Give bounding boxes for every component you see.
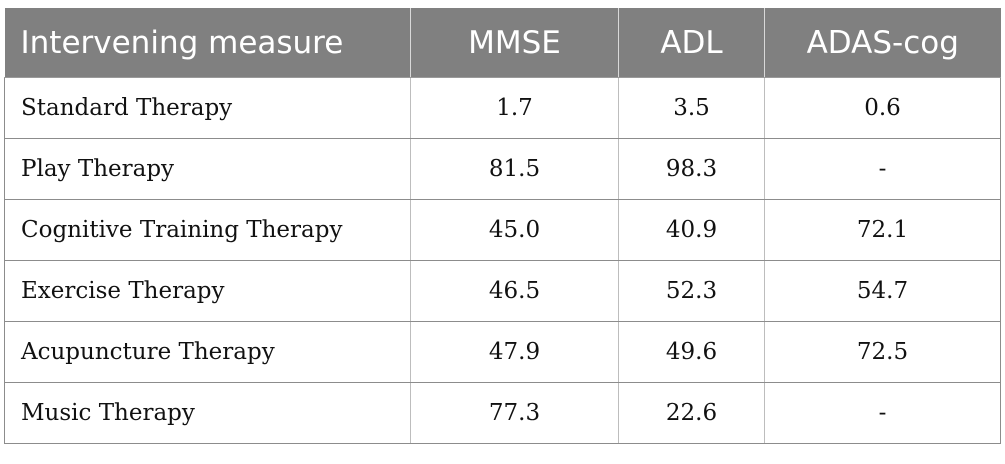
cell-adas-cog: 0.6 [764, 77, 1001, 139]
cell-adl: 40.9 [618, 199, 765, 261]
cell-adas-cog: 54.7 [764, 260, 1001, 322]
header-intervening-measure: Intervening measure [4, 8, 411, 78]
header-adas-cog: ADAS-cog [764, 8, 1001, 78]
therapy-comparison-table-container: Intervening measure MMSE ADL ADAS-cog St… [4, 8, 1001, 444]
cell-measure: Standard Therapy [4, 77, 411, 139]
cell-measure: Exercise Therapy [4, 260, 411, 322]
cell-adas-cog: - [764, 382, 1001, 444]
cell-measure: Acupuncture Therapy [4, 321, 411, 383]
table-row: Music Therapy 77.3 22.6 - [4, 382, 1001, 444]
cell-mmse: 77.3 [410, 382, 619, 444]
cell-adl: 3.5 [618, 77, 765, 139]
cell-adl: 52.3 [618, 260, 765, 322]
cell-adl: 22.6 [618, 382, 765, 444]
cell-adas-cog: 72.5 [764, 321, 1001, 383]
table-row: Exercise Therapy 46.5 52.3 54.7 [4, 260, 1001, 322]
table-header: Intervening measure MMSE ADL ADAS-cog [4, 8, 1001, 78]
table-row: Play Therapy 81.5 98.3 - [4, 138, 1001, 200]
header-adl: ADL [618, 8, 765, 78]
cell-mmse: 45.0 [410, 199, 619, 261]
cell-adas-cog: 72.1 [764, 199, 1001, 261]
table-row: Standard Therapy 1.7 3.5 0.6 [4, 77, 1001, 139]
table-body: Standard Therapy 1.7 3.5 0.6 Play Therap… [4, 77, 1001, 444]
cell-adl: 49.6 [618, 321, 765, 383]
cell-adl: 98.3 [618, 138, 765, 200]
cell-measure: Cognitive Training Therapy [4, 199, 411, 261]
cell-mmse: 46.5 [410, 260, 619, 322]
header-mmse: MMSE [410, 8, 619, 78]
cell-measure: Play Therapy [4, 138, 411, 200]
cell-mmse: 81.5 [410, 138, 619, 200]
cell-mmse: 1.7 [410, 77, 619, 139]
cell-adas-cog: - [764, 138, 1001, 200]
cell-mmse: 47.9 [410, 321, 619, 383]
table-row: Acupuncture Therapy 47.9 49.6 72.5 [4, 321, 1001, 383]
therapy-comparison-table: Intervening measure MMSE ADL ADAS-cog St… [4, 8, 1001, 444]
cell-measure: Music Therapy [4, 382, 411, 444]
table-row: Cognitive Training Therapy 45.0 40.9 72.… [4, 199, 1001, 261]
header-row: Intervening measure MMSE ADL ADAS-cog [4, 8, 1001, 78]
